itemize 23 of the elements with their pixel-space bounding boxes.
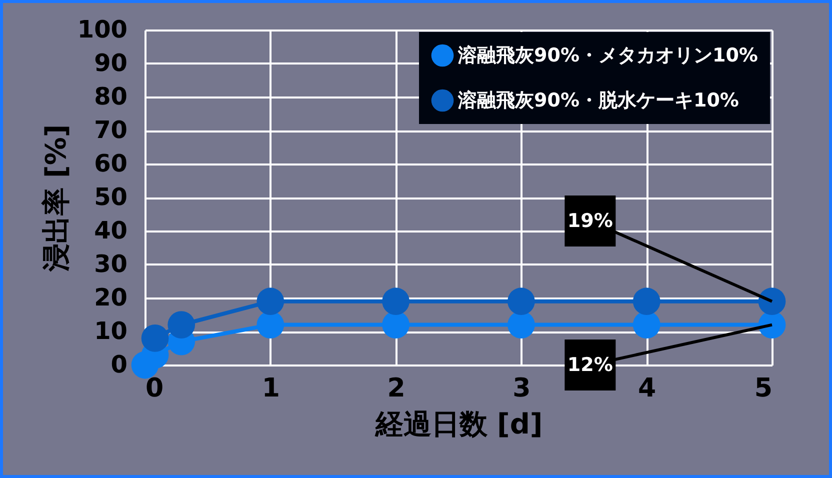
x-tick-label: 2 <box>387 374 406 404</box>
y-tick-label: 60 <box>94 150 128 178</box>
y-tick-label: 40 <box>94 216 128 244</box>
y-axis-title: 浸出率 [%] <box>39 124 72 273</box>
x-tick-label: 1 <box>262 374 280 404</box>
y-tick-label: 80 <box>94 82 128 110</box>
x-tick-label: 4 <box>638 374 656 404</box>
annotation: 19% <box>567 210 613 232</box>
x-tick-label: 5 <box>754 374 772 404</box>
y-tick-label: 30 <box>94 250 128 278</box>
y-tick-label: 0 <box>110 350 128 378</box>
y-tick-label: 90 <box>94 49 128 77</box>
annotation: 12% <box>567 354 613 376</box>
y-tick-label: 70 <box>94 116 128 144</box>
legend-label: 溶融飛灰90%・メタカオリン10% <box>457 44 758 66</box>
x-tick-label: 3 <box>512 374 531 404</box>
legend-label: 溶融飛灰90%・脱水ケーキ10% <box>457 90 739 112</box>
y-tick-label: 20 <box>94 284 128 312</box>
x-axis-title: 経過日数 [d] <box>374 408 543 440</box>
y-tick-label: 100 <box>77 16 128 44</box>
y-tick-label: 50 <box>94 183 128 211</box>
x-tick-label: 0 <box>146 374 164 404</box>
y-tick-label: 10 <box>94 317 128 345</box>
